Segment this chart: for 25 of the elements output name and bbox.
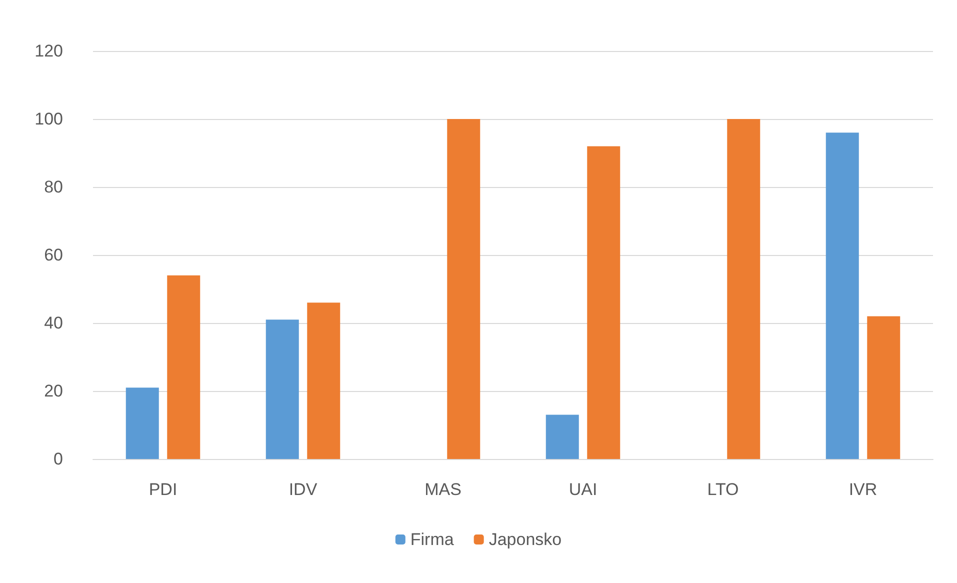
x-tick-label: UAI bbox=[568, 480, 598, 499]
bar bbox=[727, 119, 760, 459]
y-tick-label: 20 bbox=[44, 382, 63, 400]
x-tick-label: IVR bbox=[848, 480, 878, 499]
x-tick-label: MAS bbox=[424, 480, 462, 499]
x-tick-label: LTO bbox=[707, 480, 739, 499]
bar bbox=[126, 388, 159, 459]
x-tick-label: IDV bbox=[288, 480, 318, 499]
legend-label: Japonsko bbox=[488, 530, 562, 549]
bar bbox=[167, 275, 200, 459]
y-tick-label: 100 bbox=[34, 110, 63, 128]
legend-label: Firma bbox=[410, 530, 454, 549]
bar bbox=[867, 316, 900, 459]
bar bbox=[826, 132, 859, 459]
y-tick-label: 120 bbox=[34, 42, 63, 60]
y-tick-label: 40 bbox=[44, 314, 63, 332]
bar bbox=[546, 414, 579, 459]
bar bbox=[447, 119, 480, 459]
y-tick-label: 0 bbox=[54, 450, 63, 468]
bar bbox=[307, 302, 340, 459]
y-tick-label: 80 bbox=[44, 178, 63, 196]
bar bbox=[266, 320, 299, 459]
x-tick-label: PDI bbox=[148, 480, 178, 499]
bar bbox=[587, 146, 620, 459]
y-tick-label: 60 bbox=[44, 246, 63, 264]
